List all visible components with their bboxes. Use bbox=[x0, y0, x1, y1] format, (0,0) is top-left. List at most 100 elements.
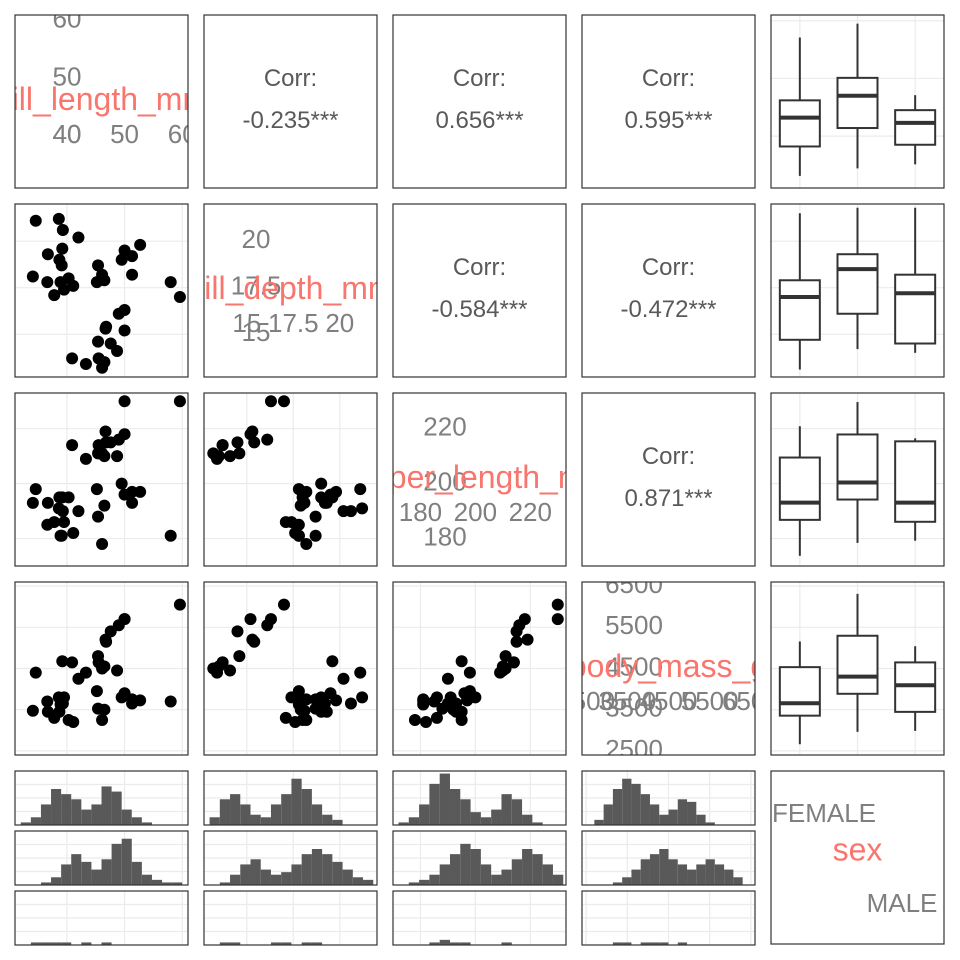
scatter-point bbox=[118, 395, 131, 408]
scatter-point bbox=[112, 619, 125, 632]
scatter-point bbox=[99, 425, 112, 438]
scatter-point bbox=[455, 655, 468, 668]
histogram-bar bbox=[532, 822, 543, 825]
scatter-point bbox=[118, 324, 131, 337]
panel bbox=[771, 15, 944, 188]
panel-border bbox=[203, 14, 378, 189]
histogram-bar bbox=[724, 869, 734, 885]
scatter-point bbox=[436, 702, 449, 715]
y-tick-label: 4500 bbox=[605, 651, 663, 681]
scatter-point bbox=[441, 672, 454, 685]
histogram-bar bbox=[230, 874, 241, 885]
scatter-point bbox=[53, 253, 66, 266]
scatter-point bbox=[29, 214, 42, 227]
panel bbox=[15, 891, 188, 945]
panel bbox=[582, 831, 755, 885]
panel bbox=[582, 771, 755, 825]
panel-border bbox=[392, 890, 567, 946]
histogram-bar bbox=[311, 942, 323, 945]
box bbox=[836, 76, 879, 130]
panel: Corr: 0.871*** bbox=[624, 443, 712, 512]
histogram-bar bbox=[219, 799, 231, 825]
scatter-point bbox=[90, 685, 103, 698]
scatter-point bbox=[111, 664, 124, 677]
y-tick-label: 220 bbox=[423, 412, 466, 442]
box bbox=[778, 279, 821, 341]
x-tick-label: 40 bbox=[52, 119, 81, 149]
scatter-point bbox=[67, 716, 80, 729]
x-tick-label: 50 bbox=[110, 119, 139, 149]
scatter-point bbox=[318, 496, 331, 509]
scatter-point bbox=[90, 483, 103, 496]
panel-border bbox=[203, 581, 378, 756]
x-tick-label: 17.5 bbox=[268, 308, 319, 338]
x-tick-label: 6500 bbox=[722, 686, 780, 716]
histogram-bar bbox=[460, 942, 471, 945]
histogram-bar bbox=[622, 877, 632, 885]
histogram-bar bbox=[491, 809, 502, 825]
histogram-bar bbox=[301, 789, 312, 825]
panel-border bbox=[14, 203, 189, 378]
panel-border bbox=[392, 203, 567, 378]
factor-level-label: MALE bbox=[867, 888, 938, 918]
scatter-point bbox=[289, 716, 302, 729]
histogram-bar bbox=[659, 849, 669, 885]
scatter-point bbox=[173, 395, 186, 408]
scatter-point bbox=[408, 713, 421, 726]
scatter-point bbox=[41, 276, 54, 289]
histogram-bar bbox=[260, 817, 271, 825]
scatter-point bbox=[173, 598, 186, 611]
histogram-bar bbox=[209, 817, 220, 825]
scatter-point bbox=[126, 268, 139, 281]
histogram-bar bbox=[668, 809, 678, 825]
x-tick-label: 4500 bbox=[640, 686, 698, 716]
panel: Corr: -0.472*** bbox=[620, 254, 716, 323]
x-tick-label: 200 bbox=[454, 497, 497, 527]
scatter-point bbox=[261, 433, 274, 446]
histogram-bar bbox=[460, 843, 471, 885]
histogram-bar bbox=[101, 942, 112, 945]
histogram-bar bbox=[121, 838, 132, 885]
histogram-bar bbox=[470, 812, 481, 825]
scatter-point bbox=[79, 357, 92, 370]
scatter-point bbox=[300, 485, 313, 498]
panel: Corr: -0.584*** bbox=[431, 254, 527, 323]
scatter-point bbox=[52, 691, 65, 704]
histogram-bar bbox=[460, 799, 471, 825]
scatter-point bbox=[54, 276, 67, 289]
histogram-bar bbox=[687, 869, 697, 885]
panel-border bbox=[14, 392, 189, 567]
histogram-bar bbox=[659, 814, 669, 825]
scatter-point bbox=[246, 425, 259, 438]
histogram-bar bbox=[101, 859, 112, 885]
panel-border bbox=[581, 890, 756, 946]
panel: Corr: 0.595*** bbox=[624, 65, 712, 134]
histogram-bar bbox=[612, 789, 623, 825]
scatter-point bbox=[100, 320, 113, 333]
scatter-point bbox=[67, 279, 80, 292]
histogram-bar bbox=[603, 804, 613, 825]
panel bbox=[393, 831, 566, 885]
y-tick-label: 180 bbox=[423, 521, 466, 551]
scatter-point bbox=[513, 619, 526, 632]
corr-title: Corr: bbox=[453, 254, 506, 281]
histogram-bar bbox=[30, 942, 41, 945]
histogram-bar bbox=[281, 794, 292, 825]
variable-label: flipper_length_mm bbox=[348, 459, 611, 495]
scatter-point bbox=[309, 529, 322, 542]
panel-border bbox=[392, 830, 567, 886]
histogram-bar bbox=[640, 942, 650, 945]
box bbox=[836, 253, 879, 315]
histogram-bar bbox=[311, 849, 323, 885]
scatter-point bbox=[104, 337, 117, 350]
panel bbox=[582, 891, 755, 945]
scatter-point bbox=[92, 510, 105, 523]
panel-border bbox=[392, 770, 567, 826]
scatter-point bbox=[233, 447, 246, 460]
histogram-bar bbox=[81, 809, 92, 825]
panel-border bbox=[203, 770, 378, 826]
histogram-bar bbox=[20, 822, 31, 825]
